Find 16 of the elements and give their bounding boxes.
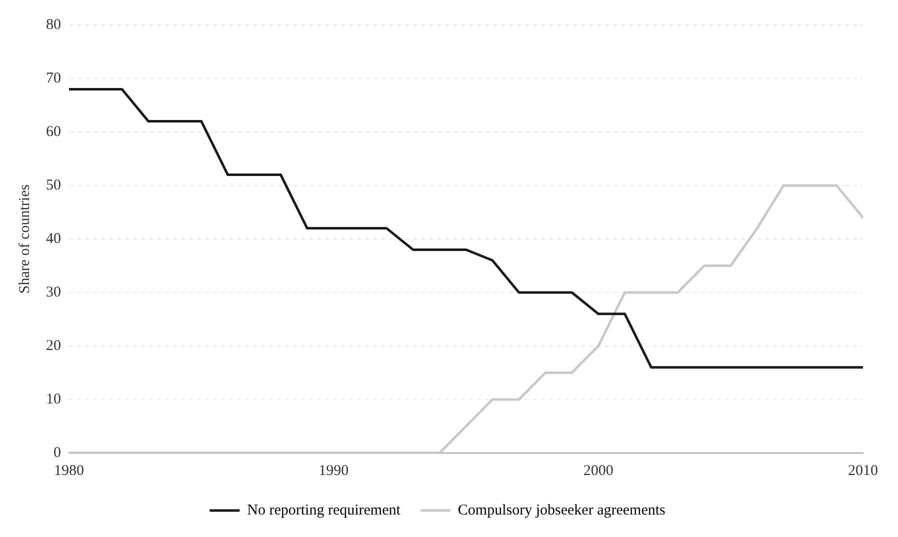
y-tick-label: 20 — [46, 338, 61, 354]
y-tick-label: 60 — [46, 124, 61, 140]
legend-label: No reporting requirement — [247, 502, 402, 518]
x-tick-label: 2000 — [583, 462, 614, 479]
y-tick-label: 30 — [46, 284, 61, 300]
y-tick-label: 70 — [46, 70, 61, 86]
x-tick-label: 1990 — [318, 462, 349, 479]
y-tick-label: 0 — [54, 444, 61, 461]
x-tick-label: 1980 — [54, 462, 84, 479]
y-tick-label: 40 — [46, 230, 61, 247]
x-tick-label: 2010 — [848, 462, 878, 479]
y-tick-label: 10 — [46, 391, 61, 408]
y-tick-label: 80 — [46, 16, 61, 33]
y-axis-title: Share of countries — [16, 184, 33, 294]
y-tick-label: 50 — [46, 177, 61, 194]
legend-label: Compulsory jobseeker agreements — [458, 502, 666, 518]
